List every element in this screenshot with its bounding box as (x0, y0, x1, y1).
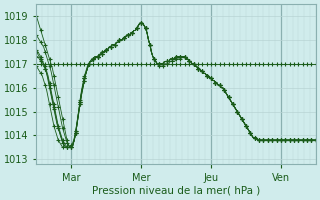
X-axis label: Pression niveau de la mer( hPa ): Pression niveau de la mer( hPa ) (92, 186, 260, 196)
